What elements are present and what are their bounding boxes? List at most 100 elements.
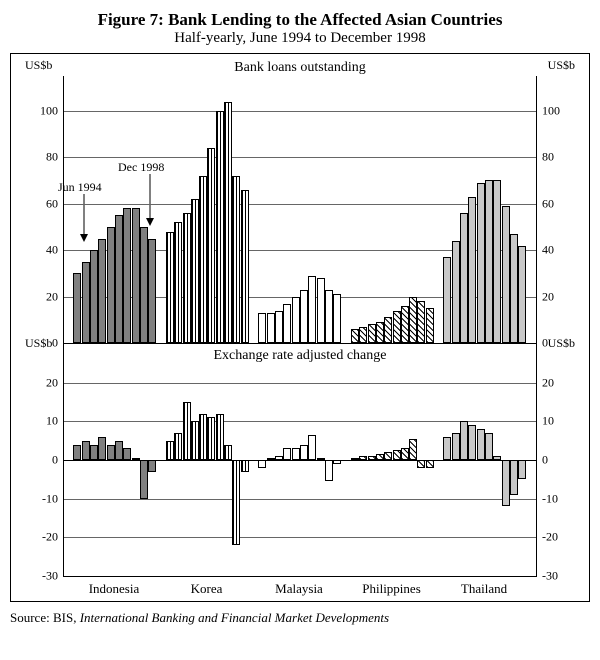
ytick-left: -30 [42,569,58,584]
bar [275,456,283,460]
panel-bottom: US$b US$b Exchange rate adjusted change … [11,344,589,576]
bar [502,206,510,343]
bar [107,445,115,460]
bar [292,448,300,460]
panel-bottom-title: Exchange rate adjusted change [11,348,589,364]
bar [183,213,191,343]
ytick-left: 80 [46,150,58,165]
bar [417,460,425,468]
bar [468,425,476,460]
bar [241,460,249,472]
ytick-left: 40 [46,243,58,258]
bar [216,111,224,343]
bar [174,222,182,343]
source-line: Source: BIS, International Banking and F… [10,610,590,626]
bar [292,297,300,343]
ytick-right: 100 [542,103,560,118]
bar [90,445,98,460]
bar [199,176,207,343]
bar [275,311,283,344]
ytick-right: -20 [542,530,558,545]
bar [283,448,291,460]
bar [518,246,526,344]
bar [351,458,359,460]
bar [493,180,501,343]
x-axis-labels: IndonesiaKoreaMalaysiaPhilippinesThailan… [63,576,537,601]
figure-title: Figure 7: Bank Lending to the Affected A… [10,10,590,30]
ytick-left: 0 [52,453,58,468]
bar [409,297,417,343]
anno-dec1998: Dec 1998 [118,160,164,175]
x-label: Thailand [461,581,507,597]
bar [241,190,249,343]
bar [107,227,115,343]
bar [317,278,325,343]
bar [82,262,90,343]
bar [258,460,266,468]
bar [140,460,148,499]
bar [368,324,376,343]
bar [258,313,266,343]
bar [325,290,333,343]
bar [148,239,156,343]
ytick-right: 10 [542,414,554,429]
bar [166,441,174,460]
ytick-right: -10 [542,491,558,506]
ytick-right: 20 [542,289,554,304]
bar [493,456,501,460]
ytick-right: 20 [542,375,554,390]
anno-jun1994: Jun 1994 [58,180,102,195]
bar [174,433,182,460]
bar [115,441,123,460]
bar [333,460,341,464]
bar [317,458,325,460]
bar [477,183,485,343]
ytick-left: 20 [46,375,58,390]
source-prefix: Source: BIS, [10,610,80,625]
ytick-right: 0 [542,453,548,468]
chart-area: US$b US$b Bank loans outstanding Jun 199… [10,53,590,602]
arrow-dec1998 [142,174,158,228]
bar [148,460,156,472]
bar [333,294,341,343]
bar [207,148,215,343]
bar [267,313,275,343]
bar [417,301,425,343]
ytick-left: 20 [46,289,58,304]
bar [283,304,291,343]
bar [166,232,174,343]
bar [300,445,308,460]
bar [443,257,451,343]
panel-top: US$b US$b Bank loans outstanding Jun 199… [11,54,589,344]
x-label: Philippines [362,581,421,597]
bar [426,308,434,343]
bar [510,460,518,495]
bar [376,322,384,343]
bar [132,208,140,343]
bar [183,402,191,460]
bar [351,329,359,343]
ytick-right: 40 [542,243,554,258]
bar [426,460,434,468]
bar [207,417,215,460]
ytick-left: 100 [40,103,58,118]
x-label: Korea [191,581,223,597]
bar [325,460,333,481]
ytick-right: 60 [542,196,554,211]
x-label: Indonesia [89,581,140,597]
bar [216,414,224,460]
bar [393,450,401,460]
bar [401,448,409,460]
plot-bottom: -30-30-20-20-10-100010102020 [63,344,537,576]
bar [384,317,392,343]
bar [90,250,98,343]
bar [384,452,392,460]
bar [232,176,240,343]
bar [401,306,409,343]
bar [359,327,367,343]
bar [191,199,199,343]
bar [308,276,316,343]
bar [224,445,232,460]
bar [132,458,140,460]
source-italic: International Banking and Financial Mark… [80,610,389,625]
